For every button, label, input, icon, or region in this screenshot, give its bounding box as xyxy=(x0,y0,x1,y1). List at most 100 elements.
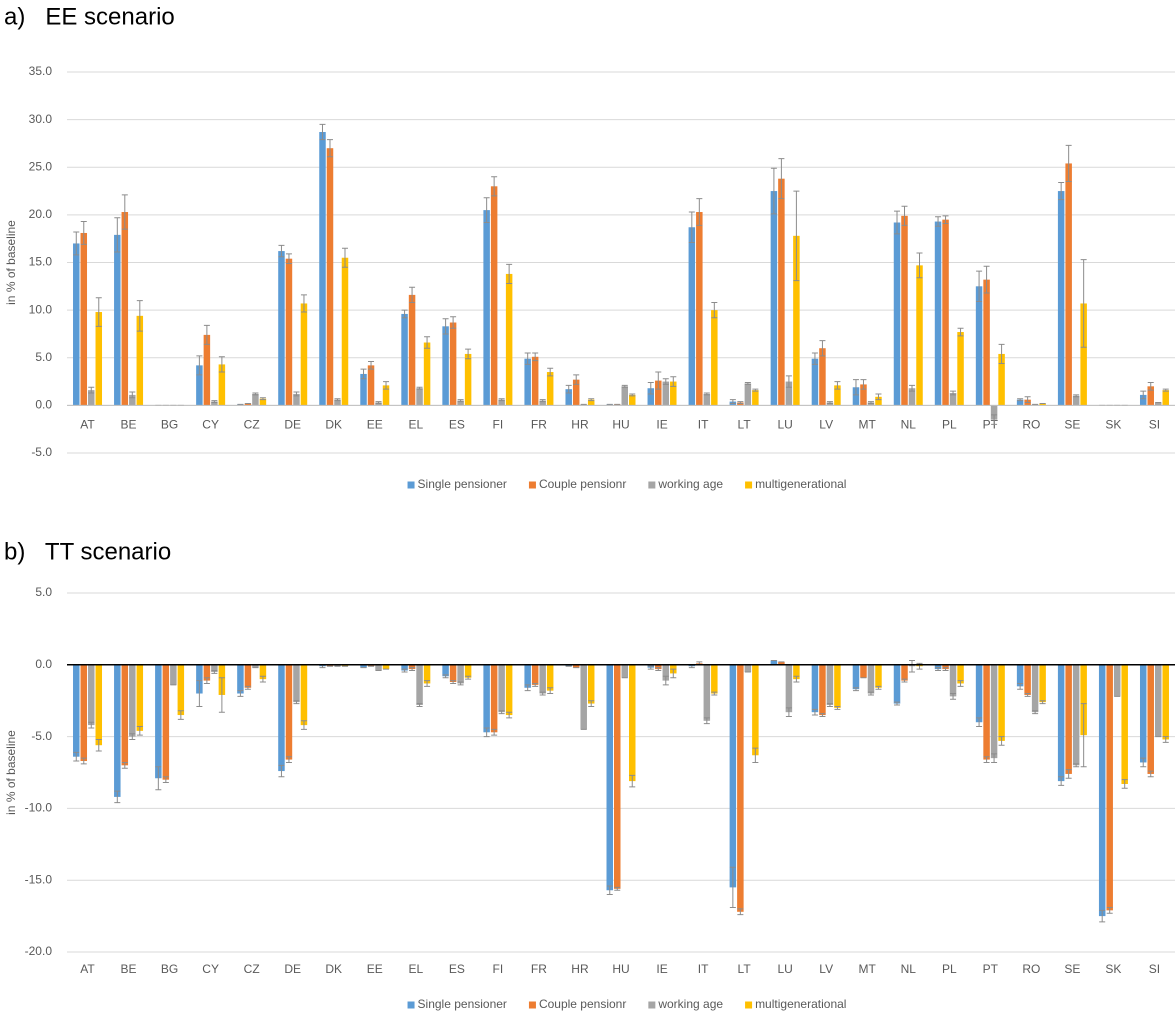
error-bar xyxy=(998,343,1005,364)
error-bar xyxy=(670,668,677,679)
error-bar xyxy=(1106,906,1113,914)
bar xyxy=(457,664,464,684)
error-bar xyxy=(696,198,703,226)
bar xyxy=(572,379,580,406)
error-bar xyxy=(285,756,292,763)
legend-label: multigenerational xyxy=(755,477,846,491)
bar xyxy=(655,380,662,406)
bar xyxy=(375,664,382,671)
bar xyxy=(211,664,218,672)
error-bar xyxy=(950,693,957,700)
bar xyxy=(819,348,826,406)
error-bar xyxy=(752,388,759,392)
bar xyxy=(293,393,300,406)
bar xyxy=(949,392,957,406)
bar xyxy=(834,385,841,406)
bar xyxy=(408,294,416,406)
error-bar xyxy=(1080,259,1087,348)
bar xyxy=(293,664,300,703)
error-bar xyxy=(326,139,333,158)
bar xyxy=(778,661,785,665)
bar xyxy=(524,358,531,406)
bar xyxy=(524,664,531,688)
bar xyxy=(752,664,759,756)
legend-label: multigenerational xyxy=(755,997,846,1011)
error-bar xyxy=(532,682,539,687)
x-tick-label: SE xyxy=(1064,962,1080,976)
error-bar xyxy=(621,384,628,388)
error-bar xyxy=(573,374,580,385)
bar xyxy=(319,132,326,406)
bar xyxy=(498,664,505,713)
bar xyxy=(703,393,711,406)
bar xyxy=(464,353,472,406)
bar xyxy=(819,664,826,716)
x-tick-label: EE xyxy=(367,962,383,976)
bar xyxy=(744,664,752,672)
bar xyxy=(811,358,819,406)
error-bar xyxy=(1162,736,1169,743)
bar xyxy=(1080,664,1087,736)
error-bar xyxy=(826,703,833,707)
bar xyxy=(114,664,121,797)
bar xyxy=(793,664,800,680)
error-bar xyxy=(416,703,423,707)
y-tick-label: 0.0 xyxy=(35,398,52,412)
error-bar xyxy=(860,379,867,390)
error-bar xyxy=(442,318,449,335)
error-bar xyxy=(875,393,882,401)
error-bar xyxy=(319,123,326,141)
x-tick-label: CY xyxy=(202,418,219,432)
error-bar xyxy=(729,399,736,404)
error-bar xyxy=(1039,700,1046,705)
error-bar xyxy=(506,263,513,284)
error-bar xyxy=(1058,776,1065,786)
error-bar xyxy=(211,400,218,404)
error-bar xyxy=(1162,388,1169,392)
bar xyxy=(852,387,860,406)
y-tick-label: -5.0 xyxy=(31,729,52,743)
bar xyxy=(278,664,285,772)
error-bar xyxy=(834,381,841,390)
y-tick-label: 10.0 xyxy=(29,302,53,316)
bar xyxy=(711,310,718,406)
bar xyxy=(88,390,95,406)
error-bar xyxy=(491,176,498,197)
error-bar xyxy=(688,211,695,243)
error-bar xyxy=(334,398,341,402)
y-tick-label: 15.0 xyxy=(29,255,53,269)
bar xyxy=(580,664,587,730)
error-bar xyxy=(976,717,983,728)
error-bar xyxy=(203,677,210,684)
bar xyxy=(505,273,513,406)
bar xyxy=(531,356,539,406)
y-tick-label: 20.0 xyxy=(29,207,53,221)
bar xyxy=(998,664,1005,741)
legend-label: Single pensioner xyxy=(418,477,507,491)
error-bar xyxy=(252,392,259,396)
error-bar xyxy=(95,738,102,752)
error-bar xyxy=(655,667,662,672)
bar xyxy=(196,664,203,694)
error-bar xyxy=(1147,382,1154,391)
bar xyxy=(300,664,308,726)
bar xyxy=(1057,191,1065,406)
bar xyxy=(1072,395,1080,406)
bar xyxy=(546,372,554,406)
bar xyxy=(606,664,613,891)
legend-swatch xyxy=(745,1001,753,1009)
bar xyxy=(737,664,744,912)
bar xyxy=(237,664,244,694)
x-tick-label: BG xyxy=(161,962,178,976)
bar xyxy=(360,664,367,668)
error-bar xyxy=(80,757,87,765)
x-tick-label: BG xyxy=(161,418,178,432)
error-bar xyxy=(909,659,916,673)
x-tick-label: SI xyxy=(1149,418,1160,432)
bar xyxy=(834,664,841,708)
x-tick-label: RO xyxy=(1022,418,1040,432)
bar xyxy=(1121,664,1128,784)
error-bar xyxy=(647,382,654,395)
legend-label: working age xyxy=(657,997,723,1011)
error-bar xyxy=(450,680,457,684)
